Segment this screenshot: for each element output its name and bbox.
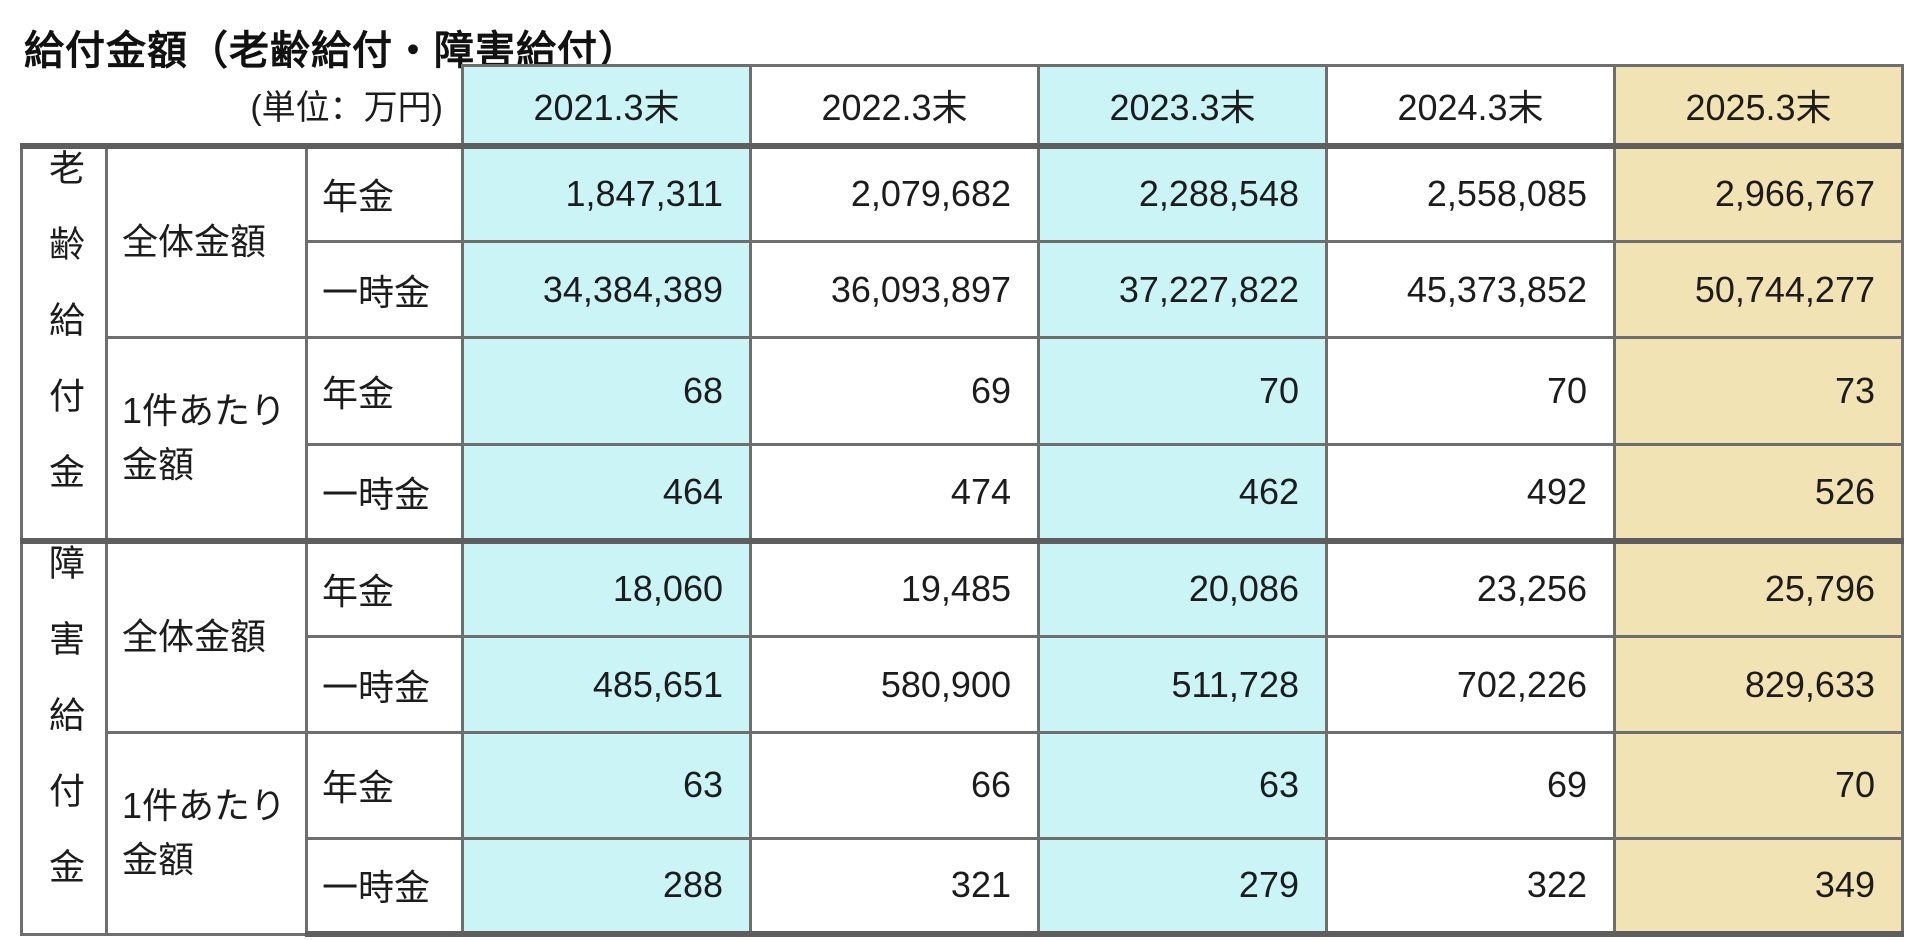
value-cell: 829,633 [1613, 635, 1904, 734]
value-cell: 2,288,548 [1037, 142, 1328, 243]
column-header-2025-03: 2025.3末 [1613, 64, 1904, 147]
value-cell: 322 [1325, 836, 1616, 937]
value-cell: 36,093,897 [749, 240, 1040, 339]
value-cell: 511,728 [1037, 635, 1328, 734]
value-cell: 2,966,767 [1613, 142, 1904, 243]
value-cell: 63 [461, 731, 752, 840]
value-cell: 526 [1613, 443, 1904, 542]
table-row: 一時金 464 474 462 492 526 [22, 443, 1904, 542]
table-row: 一時金 485,651 580,900 511,728 702,226 829,… [22, 635, 1904, 734]
row-label-lump-sum: 一時金 [305, 836, 464, 937]
row-label-pension: 年金 [305, 336, 464, 446]
table-row: 障害給付金 全体金額 年金 18,060 19,485 20,086 23,25… [20, 537, 1904, 936]
benefits-table: (単位：万円) 2021.3末 2022.3末 2023.3末 2024.3末 … [20, 64, 1904, 937]
value-cell: 485,651 [461, 635, 752, 734]
category-label-per-case: 1件あたり金額 [105, 731, 308, 936]
value-cell: 349 [1613, 836, 1904, 937]
value-cell: 2,558,085 [1325, 142, 1616, 243]
value-cell: 45,373,852 [1325, 240, 1616, 339]
value-cell: 70 [1613, 731, 1904, 840]
table-row: 一時金 34,384,389 36,093,897 37,227,822 45,… [22, 240, 1904, 339]
value-cell: 464 [461, 443, 752, 542]
category-label-total: 全体金額 [105, 142, 308, 339]
value-cell: 69 [749, 336, 1040, 446]
value-cell: 462 [1037, 443, 1328, 542]
table-row: 1件あたり金額 年金 68 69 70 70 73 [22, 336, 1904, 542]
category-label-total: 全体金額 [105, 537, 308, 734]
value-cell: 492 [1325, 443, 1616, 542]
value-cell: 1,847,311 [461, 142, 752, 243]
row-label-pension: 年金 [305, 537, 464, 638]
unit-label: (単位：万円) [250, 88, 443, 127]
value-cell: 18,060 [461, 537, 752, 638]
value-cell: 20,086 [1037, 537, 1328, 638]
value-cell: 288 [461, 836, 752, 937]
row-label-lump-sum: 一時金 [305, 443, 464, 542]
value-cell: 66 [749, 731, 1040, 840]
value-cell: 279 [1037, 836, 1328, 937]
value-cell: 34,384,389 [461, 240, 752, 339]
column-header-2022-03: 2022.3末 [749, 64, 1040, 147]
value-cell: 68 [461, 336, 752, 446]
value-cell: 2,079,682 [749, 142, 1040, 243]
header-row: (単位：万円) 2021.3末 2022.3末 2023.3末 2024.3末 … [22, 64, 1904, 147]
value-cell: 50,744,277 [1613, 240, 1904, 339]
value-cell: 580,900 [749, 635, 1040, 734]
row-label-pension: 年金 [305, 731, 464, 840]
group-label-text: 老齢給付金 [44, 148, 85, 529]
value-cell: 702,226 [1325, 635, 1616, 734]
group-label-text: 障害給付金 [44, 543, 85, 924]
row-label-lump-sum: 一時金 [305, 635, 464, 734]
row-label-pension: 年金 [305, 142, 464, 243]
value-cell: 70 [1037, 336, 1328, 446]
column-header-2021-03: 2021.3末 [461, 64, 752, 147]
column-header-2023-03: 2023.3末 [1037, 64, 1328, 147]
table-row: 1件あたり金額 年金 63 66 63 69 70 [22, 731, 1904, 936]
value-cell: 25,796 [1613, 537, 1904, 638]
value-cell: 321 [749, 836, 1040, 937]
column-header-2024-03: 2024.3末 [1325, 64, 1616, 147]
value-cell: 37,227,822 [1037, 240, 1328, 339]
value-cell: 73 [1613, 336, 1904, 446]
group-label-old-age: 老齢給付金 [20, 142, 108, 542]
value-cell: 474 [749, 443, 1040, 542]
group-label-disability: 障害給付金 [20, 537, 108, 936]
row-label-lump-sum: 一時金 [305, 240, 464, 339]
value-cell: 70 [1325, 336, 1616, 446]
table-row: 老齢給付金 全体金額 年金 1,847,311 2,079,682 2,288,… [20, 142, 1904, 542]
value-cell: 63 [1037, 731, 1328, 840]
table-row: 一時金 288 321 279 322 349 [22, 836, 1904, 937]
value-cell: 69 [1325, 731, 1616, 840]
category-label-per-case: 1件あたり金額 [105, 336, 308, 542]
value-cell: 23,256 [1325, 537, 1616, 638]
value-cell: 19,485 [749, 537, 1040, 638]
